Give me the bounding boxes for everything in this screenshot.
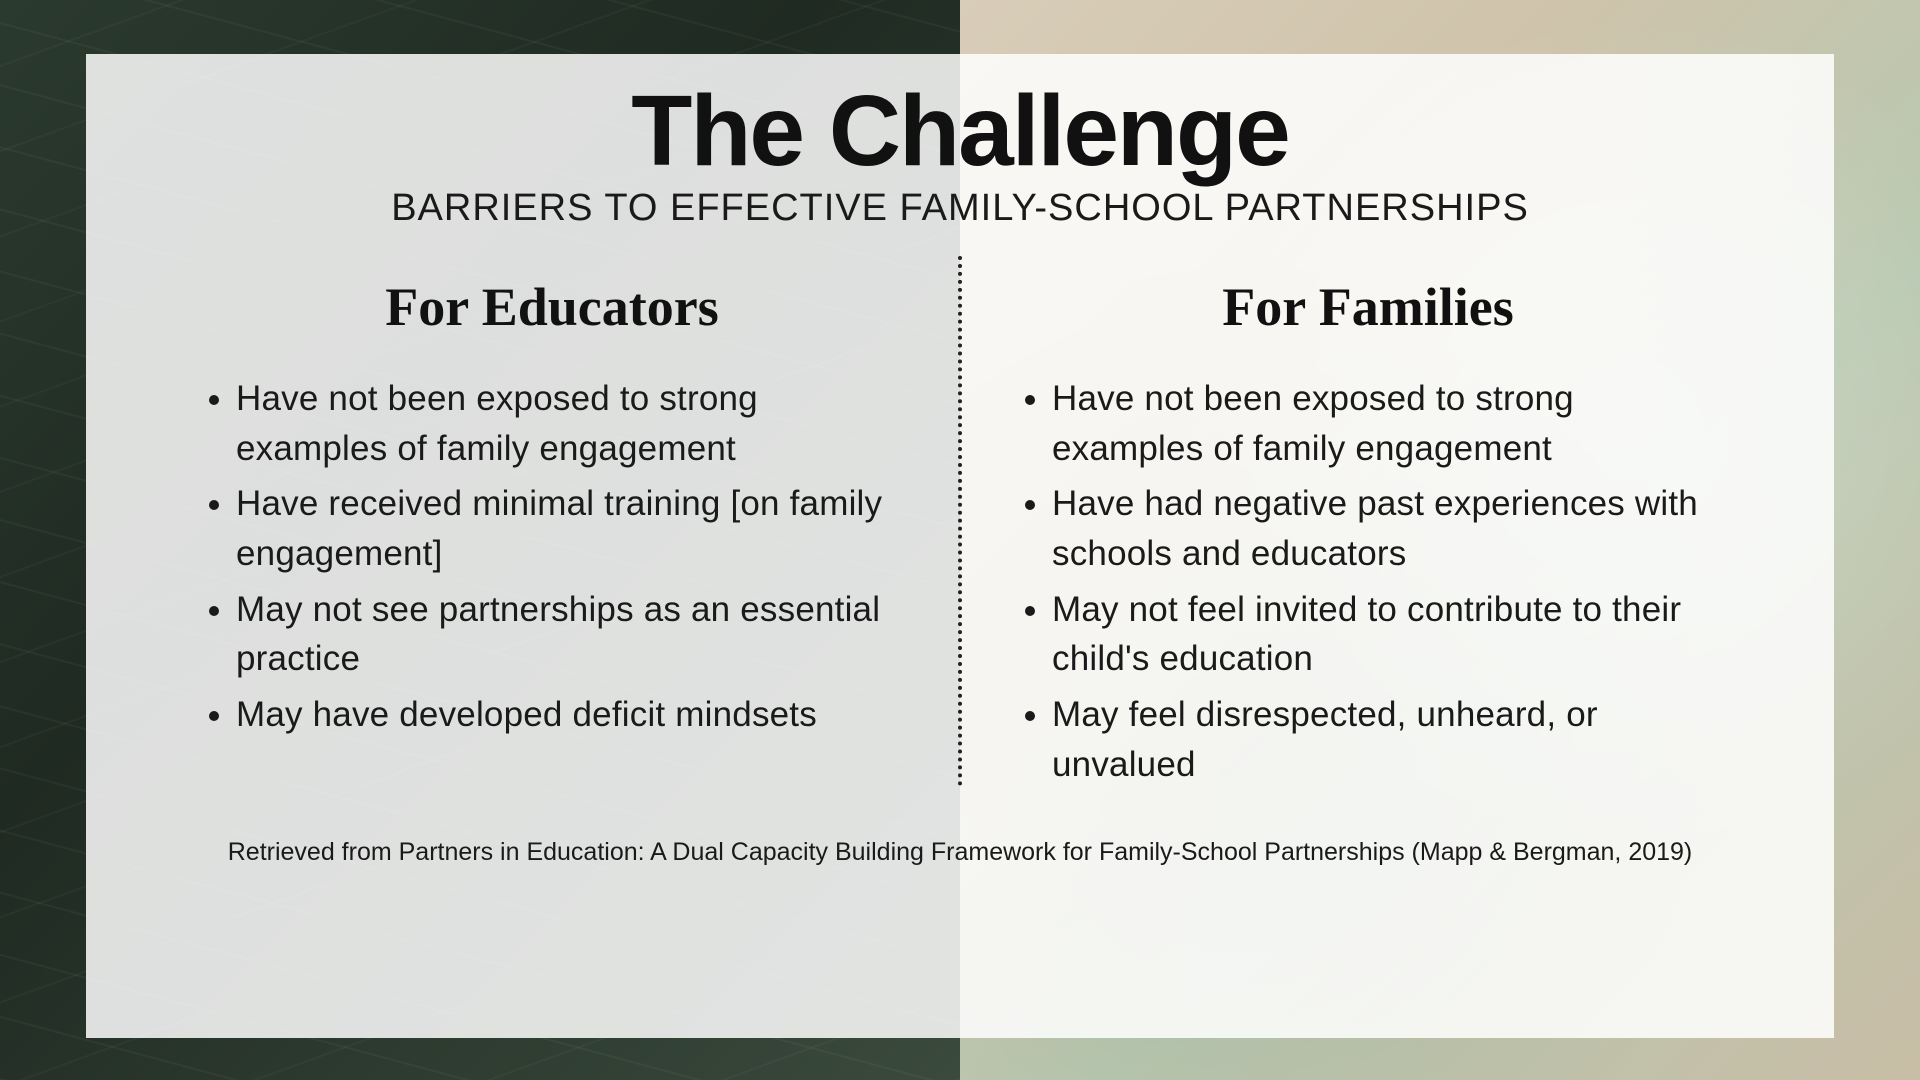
list-item: Have not been exposed to strong examples… (1052, 374, 1734, 473)
slide-subtitle: Barriers to Effective Family-School Part… (146, 187, 1774, 230)
families-list: Have not been exposed to strong examples… (1002, 374, 1734, 790)
list-item: Have had negative past experiences with … (1052, 479, 1734, 578)
column-heading-educators: For Educators (186, 276, 918, 338)
list-item: May not feel invited to contribute to th… (1052, 585, 1734, 684)
column-families: For Families Have not been exposed to st… (962, 276, 1774, 796)
list-item: Have not been exposed to strong examples… (236, 374, 918, 473)
educators-list: Have not been exposed to strong examples… (186, 374, 918, 740)
list-item: May feel disrespected, unheard, or unval… (1052, 690, 1734, 789)
citation-text: Retrieved from Partners in Education: A … (146, 838, 1774, 867)
list-item: May not see partnerships as an essential… (236, 585, 918, 684)
two-column-layout: For Educators Have not been exposed to s… (146, 276, 1774, 796)
slide-title: The Challenge (146, 84, 1774, 179)
column-heading-families: For Families (1002, 276, 1734, 338)
list-item: Have received minimal training [on famil… (236, 479, 918, 578)
list-item: May have developed deficit mindsets (236, 690, 918, 740)
content-card: The Challenge Barriers to Effective Fami… (86, 54, 1834, 1038)
column-educators: For Educators Have not been exposed to s… (146, 276, 958, 796)
